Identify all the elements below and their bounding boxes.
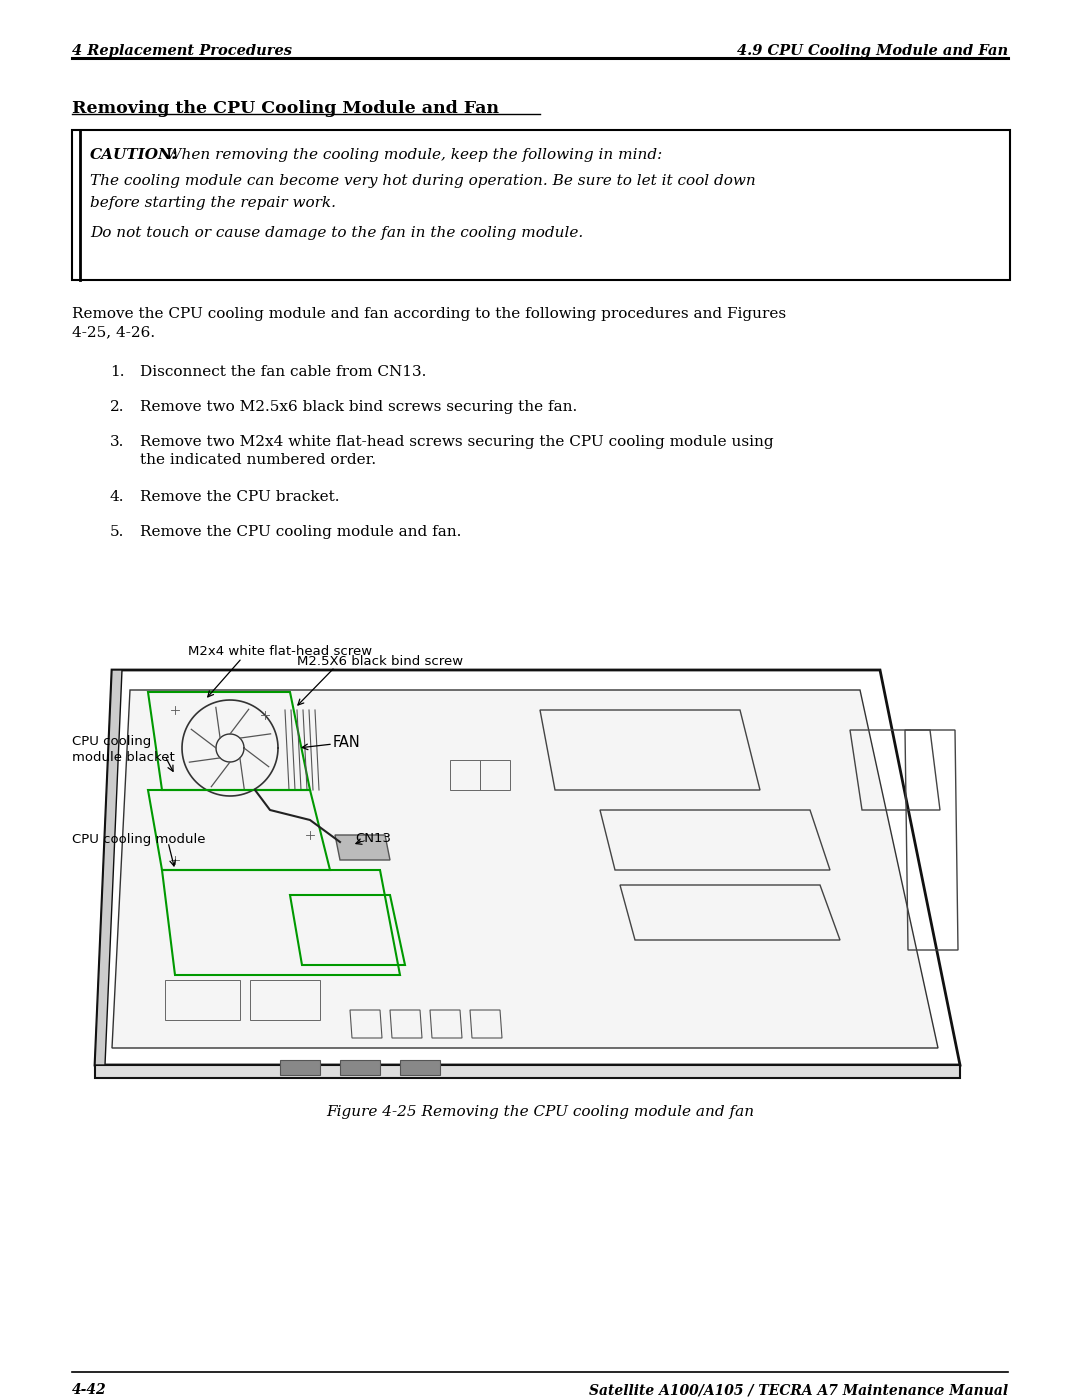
Text: CAUTION:: CAUTION: bbox=[90, 148, 178, 162]
Text: M2.5X6 black bind screw: M2.5X6 black bind screw bbox=[297, 655, 463, 668]
Text: M2x4 white flat-head screw: M2x4 white flat-head screw bbox=[188, 645, 373, 658]
Text: CPU cooling module: CPU cooling module bbox=[72, 833, 205, 847]
Text: 1.: 1. bbox=[110, 365, 124, 379]
Text: Satellite A100/A105 / TECRA A7 Maintenance Manual: Satellite A100/A105 / TECRA A7 Maintenan… bbox=[589, 1383, 1008, 1397]
Text: Do not touch or cause damage to the fan in the cooling module.: Do not touch or cause damage to the fan … bbox=[90, 226, 583, 240]
Text: 2.: 2. bbox=[110, 400, 124, 414]
Text: 5.: 5. bbox=[110, 525, 124, 539]
Text: CN13: CN13 bbox=[355, 833, 391, 845]
Text: module blacket: module blacket bbox=[72, 752, 175, 764]
Polygon shape bbox=[112, 690, 939, 1048]
Text: 4.: 4. bbox=[110, 490, 124, 504]
Text: When removing the cooling module, keep the following in mind:: When removing the cooling module, keep t… bbox=[161, 148, 662, 162]
Text: Removing the CPU Cooling Module and Fan: Removing the CPU Cooling Module and Fan bbox=[72, 101, 499, 117]
Text: Remove the CPU bracket.: Remove the CPU bracket. bbox=[140, 490, 339, 504]
Text: CPU cooling: CPU cooling bbox=[72, 735, 151, 747]
Text: Remove the CPU cooling module and fan.: Remove the CPU cooling module and fan. bbox=[140, 525, 461, 539]
Text: the indicated numbered order.: the indicated numbered order. bbox=[140, 453, 376, 467]
Text: 4-42: 4-42 bbox=[72, 1383, 107, 1397]
Text: before starting the repair work.: before starting the repair work. bbox=[90, 196, 336, 210]
Text: 3.: 3. bbox=[110, 434, 124, 448]
Polygon shape bbox=[335, 835, 390, 861]
Text: 4 Replacement Procedures: 4 Replacement Procedures bbox=[72, 43, 292, 59]
Text: Remove the CPU cooling module and fan according to the following procedures and : Remove the CPU cooling module and fan ac… bbox=[72, 307, 786, 321]
Polygon shape bbox=[280, 1060, 320, 1076]
Text: Remove two M2.5x6 black bind screws securing the fan.: Remove two M2.5x6 black bind screws secu… bbox=[140, 400, 577, 414]
Text: 4.9 CPU Cooling Module and Fan: 4.9 CPU Cooling Module and Fan bbox=[737, 43, 1008, 59]
Bar bbox=[72, 130, 1010, 279]
Text: FAN: FAN bbox=[333, 735, 361, 750]
Text: Figure 4-25 Removing the CPU cooling module and fan: Figure 4-25 Removing the CPU cooling mod… bbox=[326, 1105, 754, 1119]
Text: Disconnect the fan cable from CN13.: Disconnect the fan cable from CN13. bbox=[140, 365, 427, 379]
Text: The cooling module can become very hot during operation. Be sure to let it cool : The cooling module can become very hot d… bbox=[90, 175, 756, 189]
Text: 4-25, 4-26.: 4-25, 4-26. bbox=[72, 326, 156, 339]
Polygon shape bbox=[400, 1060, 440, 1076]
Polygon shape bbox=[340, 1060, 380, 1076]
Polygon shape bbox=[95, 1065, 960, 1078]
Polygon shape bbox=[95, 671, 122, 1065]
Text: Remove two M2x4 white flat-head screws securing the CPU cooling module using: Remove two M2x4 white flat-head screws s… bbox=[140, 434, 773, 448]
